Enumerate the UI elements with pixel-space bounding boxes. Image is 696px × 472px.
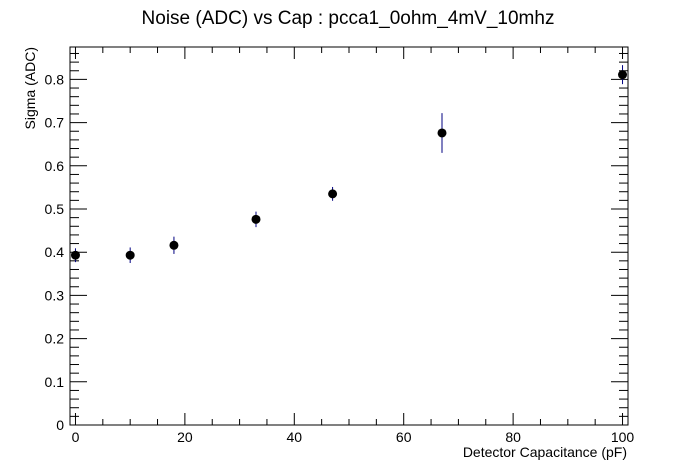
- y-tick-label: 0.1: [45, 374, 65, 390]
- y-axis-label: Sigma (ADC): [22, 47, 38, 129]
- data-points: [70, 65, 628, 263]
- y-tick-label: 0.2: [45, 331, 65, 347]
- data-point: [251, 214, 261, 224]
- data-point: [328, 189, 338, 199]
- data-point: [70, 250, 80, 260]
- data-point: [125, 250, 135, 260]
- y-tick-label: 0: [56, 417, 64, 433]
- x-tick-label: 0: [72, 429, 80, 445]
- x-tick-label: 100: [611, 429, 635, 445]
- data-point: [437, 128, 447, 138]
- y-tick-label: 0.8: [45, 71, 65, 87]
- x-tick-label: 80: [505, 429, 521, 445]
- x-axis-label: Detector Capacitance (pF): [463, 444, 627, 460]
- data-point: [618, 70, 628, 80]
- plot-frame: [69, 46, 629, 426]
- y-tick-label: 0.3: [45, 287, 65, 303]
- x-tick-label: 60: [396, 429, 412, 445]
- y-tick-label: 0.4: [45, 244, 65, 260]
- x-axis-ticks: 0 20 40 60 80 100: [72, 47, 635, 445]
- x-tick-label: 20: [177, 429, 193, 445]
- y-tick-label: 0.7: [45, 115, 65, 131]
- chart-title: Noise (ADC) vs Cap : pcca1_0ohm_4mV_10mh…: [142, 8, 555, 29]
- data-point: [169, 240, 179, 250]
- y-axis-ticks: 0 0.1 0.2 0.3 0.4 0.5 0.6 0.7 0.8: [45, 52, 628, 433]
- x-tick-label: 40: [287, 429, 303, 445]
- y-tick-label: 0.5: [45, 201, 65, 217]
- y-tick-label: 0.6: [45, 158, 65, 174]
